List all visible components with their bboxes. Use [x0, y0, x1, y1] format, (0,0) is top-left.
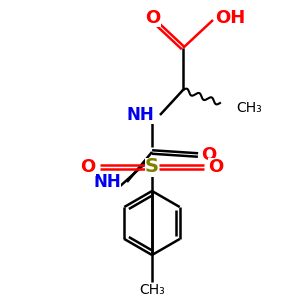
- Text: O: O: [208, 158, 224, 176]
- Text: OH: OH: [215, 9, 245, 27]
- Text: NH: NH: [126, 106, 154, 124]
- Text: CH₃: CH₃: [236, 101, 262, 115]
- Text: S: S: [145, 158, 159, 176]
- Text: O: O: [201, 146, 217, 164]
- Text: O: O: [146, 9, 160, 27]
- Text: O: O: [80, 158, 96, 176]
- Text: CH₃: CH₃: [139, 283, 165, 297]
- Text: NH: NH: [93, 173, 121, 191]
